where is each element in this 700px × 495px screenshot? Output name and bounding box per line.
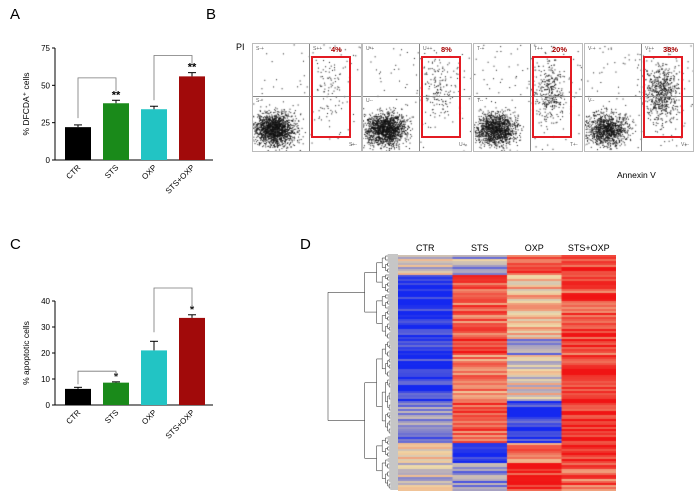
heatmap-column-label: STS+OXP <box>567 243 610 253</box>
quadrant-label: V+- <box>681 142 689 148</box>
chart-c-apoptosis: 0 10 20 30 40 % apoptotic cells CTR * STS OXP * STS… <box>21 287 213 440</box>
panel-label-a: A <box>10 6 21 23</box>
bar-sts <box>103 103 129 160</box>
gate-percent: 4% <box>331 45 342 54</box>
quadrant-line-vertical <box>530 44 531 151</box>
apoptosis-gate <box>532 56 572 138</box>
quadrant-label: T-+ <box>477 46 485 52</box>
quadrant-line-horizontal <box>363 96 471 97</box>
flow-scatter-dots <box>585 44 693 151</box>
significance-mark: ** <box>188 62 197 74</box>
bar-ctr <box>65 388 91 405</box>
comparison-bracket <box>153 287 193 333</box>
flow-x-axis-label: Annexin V <box>617 170 656 180</box>
quadrant-line-vertical <box>309 44 310 151</box>
panel-label-b: B <box>206 6 217 23</box>
quadrant-label: U++ <box>423 46 433 52</box>
flow-scatter-dots <box>474 44 582 151</box>
quadrant-label: T++ <box>534 46 543 52</box>
heatmap-column-label: OXP <box>524 243 544 253</box>
quadrant-label: T+- <box>570 142 578 148</box>
panel-label-d: D <box>300 236 311 253</box>
flow-scatter-dots <box>253 44 361 151</box>
quadrant-line-horizontal <box>253 96 361 97</box>
apoptosis-gate <box>421 56 461 138</box>
quadrant-label: S-+ <box>256 46 264 52</box>
y-tick-label: 0 <box>46 401 51 410</box>
bar-sts-oxp <box>179 76 205 160</box>
quadrant-label: S-- <box>256 98 263 104</box>
x-tick-label: STS+OXP <box>164 163 197 196</box>
quadrant-label: S+- <box>349 142 357 148</box>
heatmap-dendrogram <box>327 254 398 490</box>
apoptosis-gate <box>643 56 683 138</box>
y-tick-label: 30 <box>41 323 50 332</box>
quadrant-line-horizontal <box>474 96 582 97</box>
quadrant-line-horizontal <box>585 96 693 97</box>
y-axis-label: % DFCDA⁺ cells <box>21 72 31 135</box>
y-tick-label: 40 <box>41 297 50 306</box>
x-tick-label: STS+OXP <box>164 408 197 440</box>
quadrant-label: V-+ <box>588 46 596 52</box>
x-tick-label: CTR <box>64 408 82 426</box>
x-tick-label: OXP <box>140 408 158 426</box>
flow-scatter-dots <box>363 44 471 151</box>
quadrant-label: V++ <box>645 46 655 52</box>
flow-plot-s: S-+ S++ S-- S+- 4% <box>252 43 362 152</box>
flow-y-axis-label: PI <box>236 42 245 52</box>
quadrant-label: T-- <box>477 98 484 104</box>
significance-mark: * <box>190 304 195 316</box>
x-tick-label: OXP <box>140 163 158 181</box>
bar-ctr <box>65 127 91 160</box>
flow-plot-t: T-+ T++ T-- T+- 20% <box>473 43 583 152</box>
comparison-bracket <box>153 55 193 101</box>
gate-percent: 20% <box>552 45 568 54</box>
y-tick-label: 0 <box>46 156 51 165</box>
comparison-bracket <box>77 370 117 385</box>
quadrant-line-vertical <box>419 44 420 151</box>
panel-label-c: C <box>10 236 21 253</box>
bar-sts-oxp <box>179 317 205 405</box>
x-tick-label: STS <box>103 163 120 180</box>
gate-percent: 38% <box>663 45 679 54</box>
y-tick-label: 10 <box>41 375 50 384</box>
heatmap-grid <box>398 255 616 491</box>
quadrant-label: S++ <box>313 46 323 52</box>
flow-plot-v: V-+ V++ V-- V+- 38% <box>584 43 694 152</box>
y-tick-label: 25 <box>41 119 50 128</box>
y-tick-label: 75 <box>41 44 50 53</box>
chart-a-dcfda: 0 25 50 75 % DFCDA⁺ cells CTR ** STS OXP ** STS+OX… <box>21 44 213 196</box>
y-tick-label: 20 <box>41 349 50 358</box>
bar-oxp <box>141 109 167 160</box>
y-axis-label: % apoptotic cells <box>21 321 31 385</box>
heatmap-column-headers: CTR STS OXP STS+OXP <box>398 243 616 255</box>
x-tick-label: STS <box>103 408 120 425</box>
quadrant-label: U-+ <box>366 46 375 52</box>
quadrant-label: U-- <box>366 98 373 104</box>
flow-plot-u: U-+ U++ U-- U+- 8% <box>362 43 472 152</box>
gate-percent: 8% <box>441 45 452 54</box>
quadrant-label: V-- <box>588 98 595 104</box>
heatmap-column-label: CTR <box>416 243 435 253</box>
comparison-bracket <box>77 77 117 119</box>
y-tick-label: 50 <box>41 81 50 90</box>
quadrant-line-vertical <box>641 44 642 151</box>
heatmap-column-label: STS <box>470 243 489 253</box>
bar-sts <box>103 382 129 405</box>
apoptosis-gate <box>311 56 351 138</box>
significance-mark: * <box>114 371 119 383</box>
x-tick-label: CTR <box>64 163 82 181</box>
quadrant-label: U+- <box>459 142 468 148</box>
significance-mark: ** <box>112 89 121 101</box>
bar-oxp <box>141 350 167 405</box>
